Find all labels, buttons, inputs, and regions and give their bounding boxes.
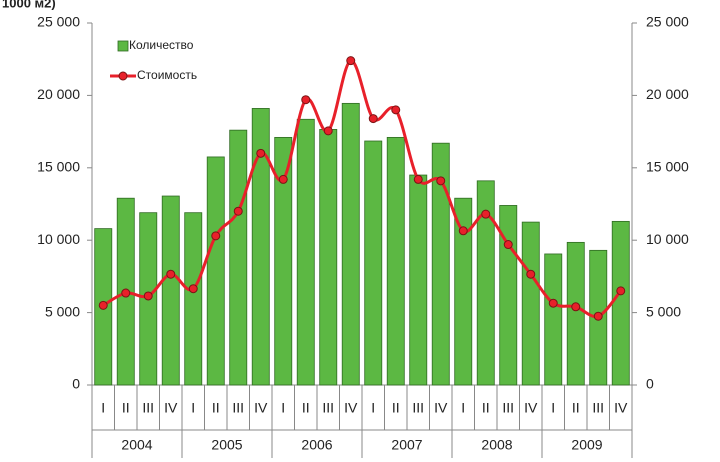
line-marker: [233, 206, 243, 216]
x-tick-label: I: [461, 400, 465, 416]
x-tick-label: III: [142, 400, 154, 416]
x-tick-label: I: [371, 400, 375, 416]
line-marker: [323, 126, 333, 136]
y-tick-label: 25 000: [37, 14, 80, 30]
x-tick-label: IV: [344, 400, 358, 416]
line-marker: [346, 56, 356, 66]
legend-label: Количество: [129, 38, 194, 52]
bar: [251, 108, 270, 386]
bar: [319, 129, 338, 386]
bar: [206, 156, 225, 386]
line-marker: [143, 291, 153, 301]
x-tick-label: II: [392, 400, 400, 416]
x-tick-label: IV: [614, 400, 628, 416]
x-tick-label: I: [551, 400, 555, 416]
bar: [521, 221, 540, 386]
x-group-label: 2009: [571, 437, 602, 453]
x-tick-label: II: [572, 400, 580, 416]
y-tick-label: 0: [72, 376, 80, 392]
line-marker: [98, 300, 108, 310]
bar: [611, 220, 630, 386]
bar: [566, 241, 585, 386]
y2-tick-label: 0: [646, 376, 654, 392]
bar: [409, 174, 428, 386]
x-tick-label: IV: [254, 400, 268, 416]
line-marker: [616, 286, 626, 296]
x-tick-label: I: [281, 400, 285, 416]
x-tick-label: IV: [164, 400, 178, 416]
x-tick-label: IV: [524, 400, 538, 416]
x-tick-label: III: [502, 400, 514, 416]
x-tick-label: III: [232, 400, 244, 416]
x-tick-label: II: [122, 400, 130, 416]
bar: [431, 142, 450, 386]
bar: [229, 129, 248, 386]
bar: [476, 180, 495, 386]
x-group-label: 2008: [481, 437, 512, 453]
bar: [184, 212, 203, 386]
legend-swatch: [117, 40, 129, 52]
legend-marker: [118, 71, 128, 81]
bar: [454, 197, 473, 386]
y-tick-label: 15 000: [37, 159, 80, 175]
line-marker: [368, 114, 378, 124]
x-group-label: 2007: [391, 437, 422, 453]
line-marker: [593, 311, 603, 321]
legend-label: Стоимость: [137, 68, 197, 82]
line-marker: [301, 95, 311, 105]
x-tick-label: III: [592, 400, 604, 416]
x-tick-label: II: [302, 400, 310, 416]
y2-tick-label: 15 000: [646, 159, 689, 175]
line: [102, 59, 622, 319]
line-marker: [436, 176, 446, 186]
y2-tick-label: 25 000: [646, 14, 689, 30]
bar: [386, 136, 405, 386]
x-tick-label: III: [322, 400, 334, 416]
x-tick-label: II: [212, 400, 220, 416]
bar: [161, 195, 180, 386]
y2-tick-label: 10 000: [646, 231, 689, 247]
line-marker: [481, 209, 491, 219]
line-marker: [458, 226, 468, 236]
bar: [274, 136, 293, 386]
bar: [364, 140, 383, 386]
y2-tick-label: 20 000: [646, 86, 689, 102]
x-tick-label: IV: [434, 400, 448, 416]
y-tick-label: 20 000: [37, 86, 80, 102]
chart-title: 1000 м2): [2, 0, 56, 10]
line-marker: [503, 240, 513, 250]
x-tick-label: I: [101, 400, 105, 416]
line-marker: [278, 174, 288, 184]
x-group-label: 2004: [121, 437, 152, 453]
line-marker: [571, 302, 581, 312]
y-tick-label: 10 000: [37, 231, 80, 247]
line-marker: [188, 284, 198, 294]
line-marker: [548, 298, 558, 308]
x-tick-label: I: [191, 400, 195, 416]
y2-tick-label: 5 000: [646, 303, 681, 319]
x-group-label: 2005: [211, 437, 242, 453]
y-tick-label: 5 000: [45, 303, 80, 319]
x-group-label: 2006: [301, 437, 332, 453]
line-marker: [526, 269, 536, 279]
bar: [296, 118, 315, 386]
bar: [544, 253, 563, 386]
x-tick-label: III: [412, 400, 424, 416]
line-marker: [413, 174, 423, 184]
line-marker: [166, 269, 176, 279]
bar: [341, 102, 360, 386]
line-marker: [211, 231, 221, 241]
line-marker: [256, 148, 266, 158]
line-marker: [391, 105, 401, 115]
x-tick-label: II: [482, 400, 490, 416]
line-marker: [121, 288, 131, 298]
